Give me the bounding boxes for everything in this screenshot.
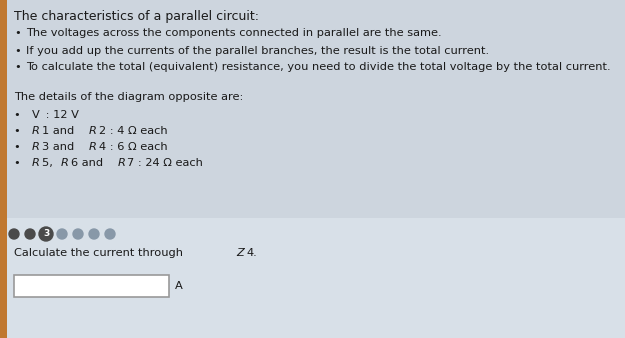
Circle shape xyxy=(57,229,67,239)
Text: Calculate the current through: Calculate the current through xyxy=(14,248,187,258)
Circle shape xyxy=(105,229,115,239)
Text: The details of the diagram opposite are:: The details of the diagram opposite are: xyxy=(14,92,243,102)
Text: •: • xyxy=(14,158,28,168)
Circle shape xyxy=(39,227,53,241)
Text: 5,: 5, xyxy=(42,158,57,168)
Text: Z: Z xyxy=(237,248,244,258)
Circle shape xyxy=(25,229,35,239)
Text: The characteristics of a parallel circuit:: The characteristics of a parallel circui… xyxy=(14,10,259,23)
Text: R: R xyxy=(32,126,40,136)
Text: R: R xyxy=(61,158,69,168)
Text: 1 and: 1 and xyxy=(42,126,78,136)
Circle shape xyxy=(89,229,99,239)
Text: •: • xyxy=(14,28,21,38)
Text: R: R xyxy=(32,142,40,152)
Text: •: • xyxy=(14,142,28,152)
Text: 4.: 4. xyxy=(247,248,258,258)
Text: : 12 V: : 12 V xyxy=(42,110,79,120)
Text: R: R xyxy=(32,158,40,168)
Text: V: V xyxy=(32,110,40,120)
Text: •: • xyxy=(14,126,28,136)
Text: 2 : 4 Ω each: 2 : 4 Ω each xyxy=(99,126,168,136)
Text: The voltages across the components connected in parallel are the same.: The voltages across the components conne… xyxy=(26,28,442,38)
Text: 3 and: 3 and xyxy=(42,142,78,152)
Text: •: • xyxy=(14,46,21,56)
Text: A: A xyxy=(175,281,182,291)
Text: R: R xyxy=(89,142,96,152)
FancyBboxPatch shape xyxy=(0,0,7,338)
Text: To calculate the total (equivalent) resistance, you need to divide the total vol: To calculate the total (equivalent) resi… xyxy=(26,62,611,72)
Text: If you add up the currents of the parallel branches, the result is the total cur: If you add up the currents of the parall… xyxy=(26,46,489,56)
Text: •: • xyxy=(14,62,21,72)
Circle shape xyxy=(9,229,19,239)
Circle shape xyxy=(73,229,83,239)
Text: 4 : 6 Ω each: 4 : 6 Ω each xyxy=(99,142,168,152)
Text: R: R xyxy=(118,158,125,168)
Text: 3: 3 xyxy=(43,230,49,239)
FancyBboxPatch shape xyxy=(14,275,169,297)
FancyBboxPatch shape xyxy=(0,0,625,220)
Text: R: R xyxy=(89,126,96,136)
FancyBboxPatch shape xyxy=(0,218,625,338)
Text: •: • xyxy=(14,110,28,120)
Text: 7 : 24 Ω each: 7 : 24 Ω each xyxy=(127,158,203,168)
Text: 6 and: 6 and xyxy=(71,158,107,168)
